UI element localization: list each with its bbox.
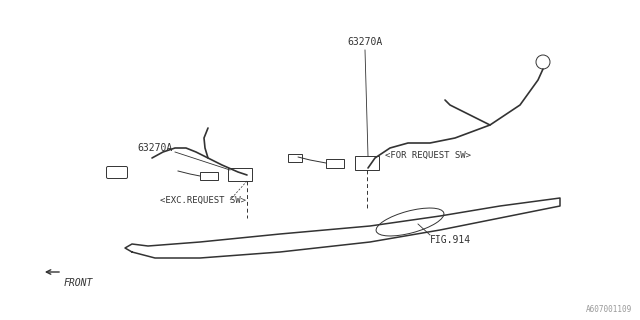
Text: <FOR REQUEST SW>: <FOR REQUEST SW> bbox=[385, 150, 471, 159]
Bar bbox=[200, 172, 218, 180]
Text: 63270A: 63270A bbox=[138, 143, 173, 153]
Text: A607001109: A607001109 bbox=[586, 305, 632, 314]
Text: <EXC.REQUEST SW>: <EXC.REQUEST SW> bbox=[160, 196, 246, 204]
Bar bbox=[288, 154, 302, 162]
Text: 63270A: 63270A bbox=[348, 37, 383, 47]
Bar bbox=[326, 159, 344, 168]
Bar bbox=[355, 156, 379, 170]
Text: FRONT: FRONT bbox=[64, 278, 93, 288]
Bar bbox=[228, 168, 252, 181]
Text: FIG.914: FIG.914 bbox=[430, 235, 471, 245]
